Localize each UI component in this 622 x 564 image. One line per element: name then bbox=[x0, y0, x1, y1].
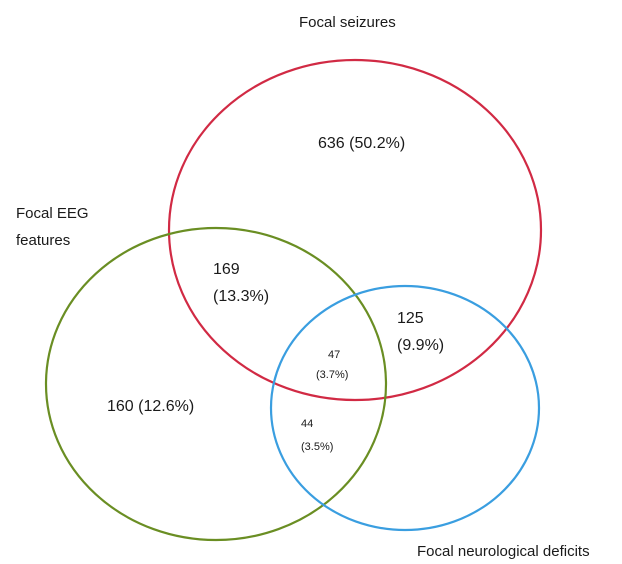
circle-focal-neurological bbox=[269, 284, 541, 532]
region-eeg-neuro-count: 44 bbox=[301, 418, 313, 430]
region-seizures-eeg-count: 169 bbox=[213, 261, 240, 278]
circle-focal-eeg bbox=[44, 226, 388, 542]
region-seizures-eeg-percent: (13.3%) bbox=[213, 288, 269, 305]
region-seizures-neuro-percent: (9.9%) bbox=[397, 337, 444, 354]
region-seizures-only: 636 (50.2%) bbox=[318, 135, 405, 152]
circle-focal-seizures bbox=[167, 58, 543, 402]
label-focal-eeg-line2: features bbox=[16, 232, 70, 249]
label-focal-neurological: Focal neurological deficits bbox=[417, 543, 590, 560]
label-focal-eeg-line1: Focal EEG bbox=[16, 205, 89, 222]
region-all-three-count: 47 bbox=[328, 349, 340, 361]
region-seizures-neuro-count: 125 bbox=[397, 310, 424, 327]
label-focal-seizures: Focal seizures bbox=[299, 14, 396, 31]
region-all-three-percent: (3.7%) bbox=[316, 369, 348, 381]
region-eeg-neuro-percent: (3.5%) bbox=[301, 441, 333, 453]
region-eeg-only: 160 (12.6%) bbox=[107, 398, 194, 415]
